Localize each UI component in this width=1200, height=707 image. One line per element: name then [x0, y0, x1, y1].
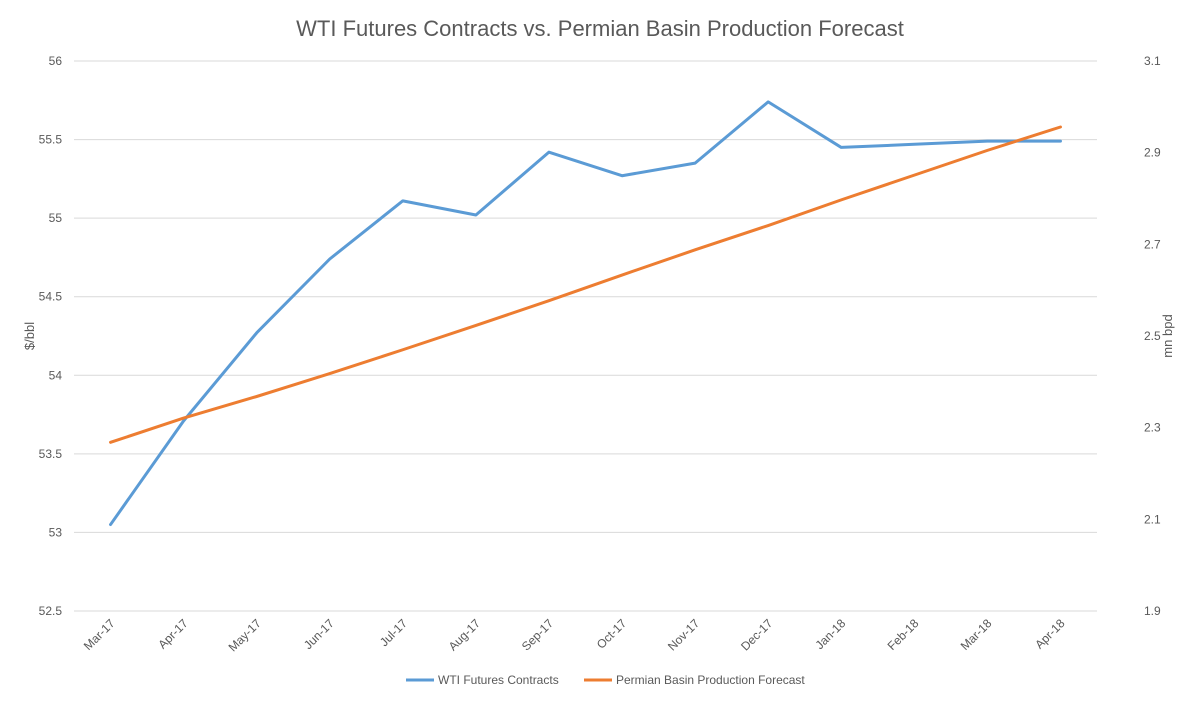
x-tick-label: Jul-17 [377, 616, 410, 649]
series-lines [111, 102, 1061, 525]
x-tick-label: May-17 [226, 616, 264, 654]
legend-item: Permian Basin Production Forecast [584, 673, 805, 687]
left-axis-label: $/bbl [22, 322, 37, 350]
x-tick-label: Jun-17 [301, 616, 337, 652]
right-axis-ticks: 1.9 2.1 2.3 2.5 2.7 2.9 3.1 [1144, 54, 1161, 618]
series-line-wti-futures-contracts [111, 102, 1061, 525]
legend: WTI Futures Contracts Permian Basin Produ… [406, 673, 805, 687]
left-axis-ticks: 52.5 53 53.5 54 54.5 55 55.5 56 [39, 54, 63, 618]
legend-label: WTI Futures Contracts [438, 673, 559, 687]
left-tick-label: 55.5 [39, 133, 63, 147]
x-tick-label: Oct-17 [594, 616, 630, 652]
right-tick-label: 2.1 [1144, 512, 1161, 526]
x-tick-label: Apr-17 [155, 616, 191, 652]
x-tick-label: Nov-17 [665, 616, 702, 653]
series-line-permian-basin-production-forecast [111, 127, 1061, 442]
x-axis-ticks: Mar-17 Apr-17 May-17 Jun-17 Jul-17 Aug-17 Sep-… [81, 616, 1068, 654]
left-tick-label: 53 [49, 525, 63, 539]
right-tick-label: 2.5 [1144, 329, 1161, 343]
x-tick-label: Jan-18 [813, 616, 849, 652]
left-tick-label: 54.5 [39, 290, 63, 304]
x-tick-label: Aug-17 [446, 616, 483, 653]
right-tick-label: 2.3 [1144, 421, 1161, 435]
left-tick-label: 54 [49, 368, 63, 382]
left-tick-label: 53.5 [39, 447, 63, 461]
x-tick-label: Feb-18 [885, 616, 922, 653]
x-tick-label: Sep-17 [519, 616, 556, 653]
x-tick-label: Mar-17 [81, 616, 118, 653]
left-tick-label: 52.5 [39, 604, 63, 618]
left-tick-label: 56 [49, 54, 63, 68]
left-tick-label: 55 [49, 211, 63, 225]
legend-item: WTI Futures Contracts [406, 673, 559, 687]
right-tick-label: 1.9 [1144, 604, 1161, 618]
x-tick-label: Mar-18 [958, 616, 995, 653]
right-tick-label: 3.1 [1144, 54, 1161, 68]
x-tick-label: Dec-17 [738, 616, 775, 653]
right-tick-label: 2.9 [1144, 146, 1161, 160]
legend-label: Permian Basin Production Forecast [616, 673, 805, 687]
x-tick-label: Apr-18 [1032, 616, 1068, 652]
right-tick-label: 2.7 [1144, 237, 1161, 251]
chart-title: WTI Futures Contracts vs. Permian Basin … [296, 16, 904, 41]
right-axis-label: mn bpd [1160, 314, 1175, 357]
